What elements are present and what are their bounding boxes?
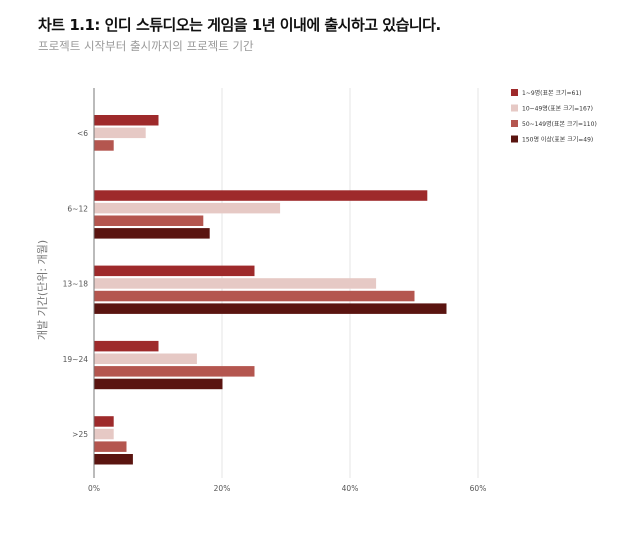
- y-axis-label: 개발 기간(단위: 개월): [36, 240, 49, 340]
- legend-label: 10~49명(표본 크기=167): [522, 105, 593, 113]
- y-tick-label: 13~18: [63, 280, 89, 289]
- bar: [94, 366, 255, 377]
- bar: [94, 228, 210, 239]
- x-tick-label: 20%: [214, 484, 231, 493]
- y-tick-label: 6~12: [67, 204, 88, 213]
- bar: [94, 202, 281, 214]
- bar: [94, 140, 114, 151]
- legend-swatch: [511, 89, 518, 96]
- legend-label: 150명 이상(표본 크기=49): [522, 136, 593, 144]
- legend-label: 1~9명(표본 크기=61): [522, 89, 582, 97]
- chart-subtitle: 프로젝트 시작부터 출시까지의 프로젝트 기간: [38, 39, 254, 53]
- x-tick-label: 60%: [470, 484, 487, 493]
- bar: [94, 115, 159, 126]
- bar: [94, 416, 114, 427]
- bar: [94, 378, 223, 390]
- y-tick-label: >25: [72, 430, 88, 439]
- bar: [94, 428, 114, 440]
- bar: [94, 190, 428, 201]
- bar: [94, 454, 133, 465]
- legend-swatch: [511, 120, 518, 127]
- x-tick-label: 40%: [342, 484, 359, 493]
- legend-swatch: [511, 104, 518, 112]
- x-tick-label: 0%: [88, 484, 100, 493]
- bar: [94, 265, 255, 277]
- bar: [94, 340, 159, 352]
- bar: [94, 290, 415, 302]
- y-tick-label: <6: [77, 129, 88, 138]
- legend-swatch: [511, 135, 518, 143]
- bar: [94, 303, 447, 314]
- bar: [94, 441, 127, 452]
- bar: [94, 353, 197, 364]
- bar: [94, 278, 377, 289]
- bar: [94, 127, 146, 139]
- chart-title: 차트 1.1: 인디 스튜디오는 게임을 1년 이내에 출시하고 있습니다.: [38, 16, 441, 34]
- y-tick-label: 19~24: [63, 355, 89, 364]
- bar: [94, 215, 204, 226]
- legend-label: 50~149명(표본 크기=110): [522, 120, 597, 128]
